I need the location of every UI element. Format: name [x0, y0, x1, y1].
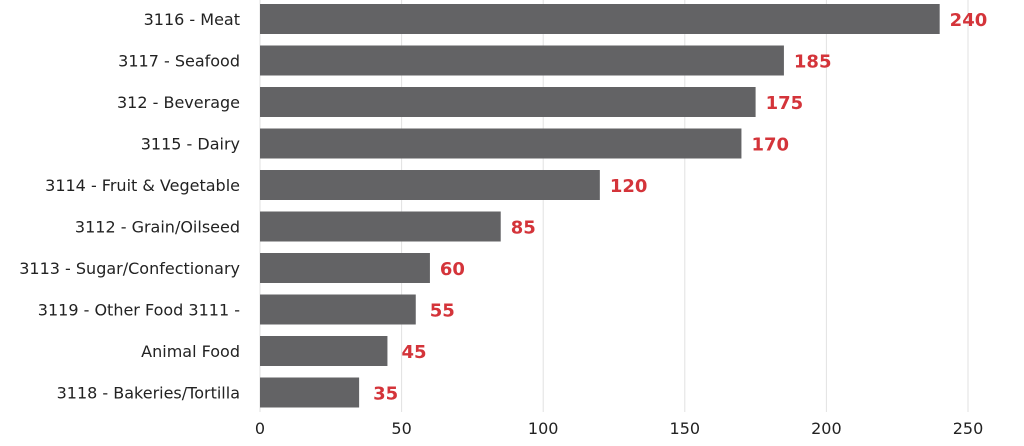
x-tick-label: 150: [670, 419, 701, 438]
category-label: Animal Food: [141, 342, 240, 361]
value-label: 170: [751, 135, 789, 156]
value-label: 185: [794, 52, 832, 73]
category-label: 3118 - Bakeries/Tortilla: [57, 384, 240, 403]
x-tick-label: 250: [953, 419, 984, 438]
category-label: 3119 - Other Food 3111 -: [38, 301, 240, 320]
x-tick-label: 200: [811, 419, 842, 438]
value-label: 45: [401, 342, 426, 363]
category-label: 312 - Beverage: [117, 93, 240, 112]
bar: [260, 253, 430, 283]
x-tick-label: 100: [528, 419, 559, 438]
x-tick-label: 50: [391, 419, 411, 438]
bar: [260, 170, 600, 200]
bar: [260, 87, 756, 117]
bar: [260, 294, 416, 325]
bar: [260, 128, 742, 159]
bars: [260, 4, 940, 408]
bar: [260, 377, 360, 408]
value-label: 85: [511, 218, 536, 239]
category-label: 3117 - Seafood: [118, 52, 240, 71]
category-label: 3114 - Fruit & Vegetable: [45, 176, 240, 195]
value-label: 35: [373, 384, 398, 405]
bar: [260, 211, 501, 242]
bar: [260, 45, 784, 76]
category-label: 3116 - Meat: [144, 10, 240, 29]
category-labels: 3116 - Meat 3117 - Seafood 312 - Beverage 3…: [19, 10, 240, 403]
value-label: 60: [440, 259, 465, 280]
x-tick-label: 0: [255, 419, 265, 438]
bar: [260, 336, 388, 366]
value-label: 120: [610, 176, 648, 197]
category-label: 3115 - Dairy: [141, 135, 240, 154]
value-label: 175: [766, 93, 804, 114]
category-label: 3112 - Grain/Oilseed: [75, 218, 240, 237]
value-label: 55: [430, 301, 455, 322]
category-label: 3113 - Sugar/Confectionary: [19, 259, 240, 278]
x-axis-tick-labels: 0 50 100 150 200 250: [255, 419, 983, 438]
bar: [260, 4, 940, 34]
value-label: 240: [950, 10, 988, 31]
